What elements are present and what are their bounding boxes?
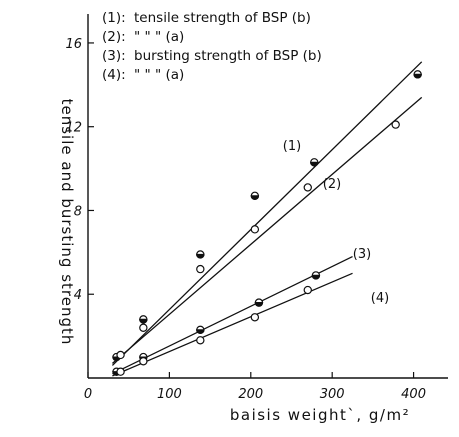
data-points [112, 70, 422, 376]
data-point [139, 357, 148, 366]
data-point [139, 315, 148, 324]
data-point [116, 367, 125, 376]
data-point [310, 158, 319, 167]
data-point [303, 183, 312, 192]
curve-label: (4) [371, 291, 389, 306]
legend-label: " " " (a) [134, 67, 184, 83]
data-point [391, 120, 400, 129]
legend-number: (2): [102, 29, 126, 45]
data-point [254, 298, 264, 307]
data-point-fill [413, 73, 422, 79]
series-line [112, 272, 353, 377]
legend: (1): tensile strength of BSP (b) (2): " " "… [102, 10, 322, 83]
curve-label: (1) [283, 139, 301, 154]
data-point-fill [250, 195, 260, 201]
legend-number: (1): [102, 10, 126, 26]
curve-label: (2) [323, 177, 341, 192]
data-point [413, 70, 422, 79]
legend-number: (3): [102, 48, 126, 64]
data-point-fill [139, 318, 148, 324]
data-point [250, 191, 260, 201]
data-point-fill [310, 161, 319, 167]
data-point [116, 350, 125, 360]
y-tick-label: 16 [65, 37, 82, 52]
data-point [196, 325, 205, 335]
data-point-fill [311, 274, 321, 280]
data-point [250, 225, 260, 234]
data-point-fill [196, 329, 205, 335]
legend-number: (4): [102, 67, 126, 83]
data-point-fill [254, 302, 264, 307]
data-point [139, 323, 148, 332]
curve-label: (3) [353, 247, 371, 262]
ticks: 0 100 200 300 400 4 8 12 16 [65, 37, 426, 402]
legend-label: " " " (a) [134, 29, 184, 45]
y-tick-label: 12 [65, 121, 82, 136]
series-line [111, 61, 423, 366]
series-line [111, 96, 423, 364]
fit-lines [111, 61, 423, 377]
x-tick-label: 100 [157, 387, 182, 402]
axes [87, 14, 448, 379]
data-point [196, 264, 205, 274]
curve-labels: (1) (2) (3) (4) [283, 139, 389, 306]
y-tick-label: 8 [74, 204, 82, 219]
legend-label: bursting strength of BSP (b) [134, 48, 322, 64]
data-point [303, 285, 312, 295]
data-point [311, 271, 321, 280]
data-point [196, 336, 205, 345]
y-tick-label: 4 [74, 288, 82, 303]
x-tick-label: 400 [401, 387, 426, 402]
y-axis-title: tensile and bursting strength [58, 99, 76, 346]
x-tick-label: 300 [320, 387, 345, 402]
x-axis-title: baisis weight`, g/m² [230, 406, 410, 424]
data-point [250, 313, 260, 322]
legend-label: tensile strength of BSP (b) [134, 10, 311, 26]
data-point-fill [196, 253, 205, 259]
x-tick-label: 200 [238, 387, 263, 402]
data-point [196, 250, 205, 259]
x-tick-label: 0 [84, 387, 92, 402]
